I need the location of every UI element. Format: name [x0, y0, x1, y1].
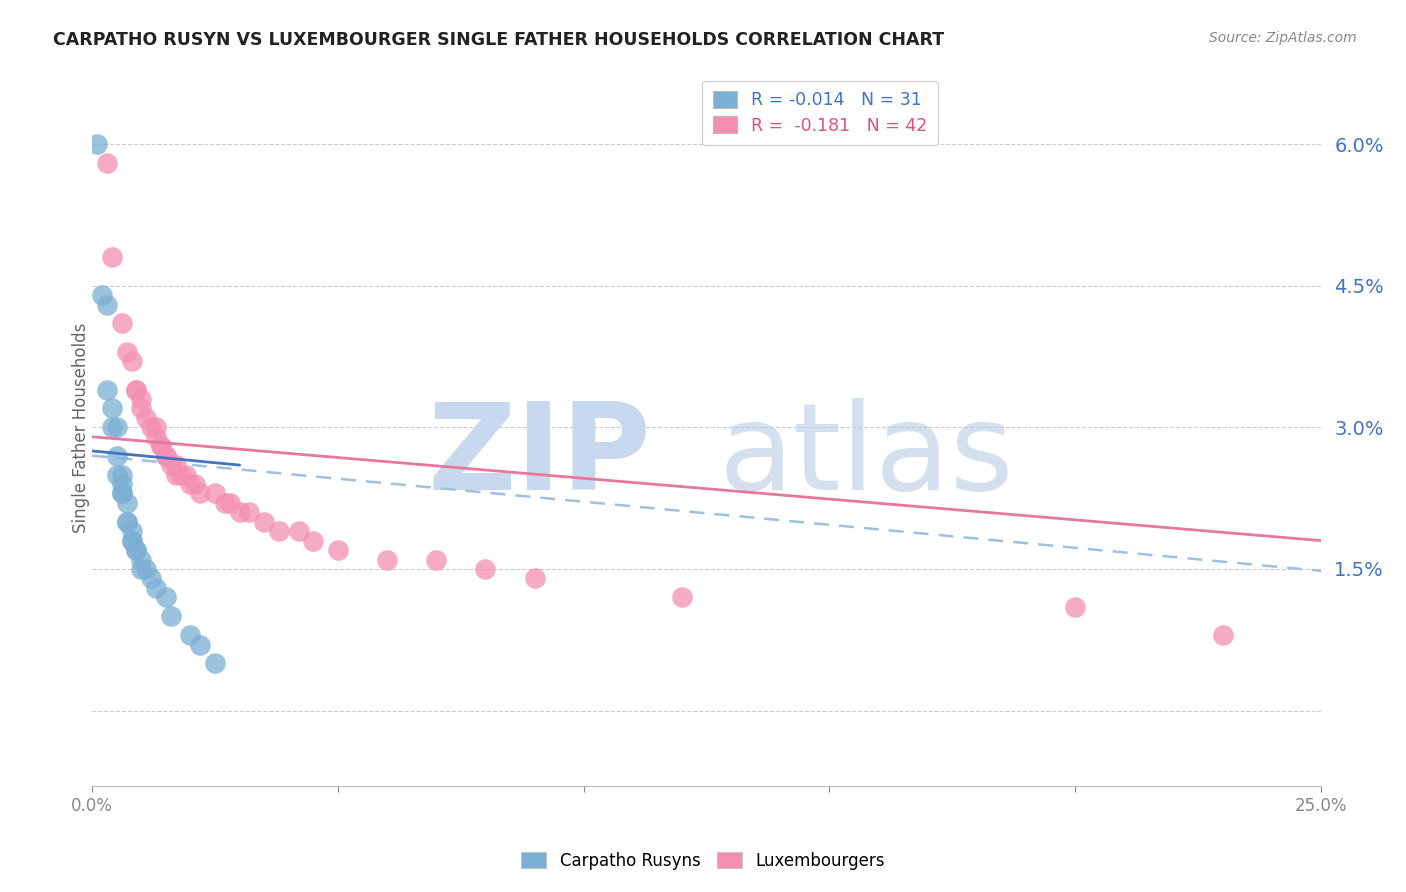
Point: [165, 458, 187, 472]
Point: [125, 543, 148, 558]
Point: [121, 533, 143, 548]
Point: [131, 562, 153, 576]
Legend: Carpatho Rusyns, Luxembourgers: Carpatho Rusyns, Luxembourgers: [515, 846, 891, 877]
Point: [188, 638, 211, 652]
Point: [96, 383, 118, 397]
Point: [111, 467, 134, 482]
Point: [111, 317, 134, 331]
Point: [125, 543, 148, 558]
Point: [86, 137, 108, 152]
Point: [155, 449, 177, 463]
Point: [115, 496, 138, 510]
Point: [179, 628, 201, 642]
Point: [145, 430, 167, 444]
Point: [96, 156, 118, 170]
Point: [135, 562, 157, 576]
Point: [1064, 599, 1087, 614]
Point: [105, 467, 128, 482]
Point: [425, 552, 447, 566]
Point: [111, 486, 134, 500]
Point: [188, 486, 211, 500]
Point: [375, 552, 398, 566]
Point: [131, 392, 153, 406]
Point: [101, 251, 124, 265]
Point: [1212, 628, 1234, 642]
Point: [179, 477, 201, 491]
Point: [214, 496, 236, 510]
Point: [302, 533, 325, 548]
Point: [238, 505, 260, 519]
Y-axis label: Single Father Households: Single Father Households: [72, 322, 90, 533]
Point: [204, 486, 226, 500]
Text: CARPATHO RUSYN VS LUXEMBOURGER SINGLE FATHER HOUSEHOLDS CORRELATION CHART: CARPATHO RUSYN VS LUXEMBOURGER SINGLE FA…: [53, 31, 945, 49]
Point: [115, 515, 138, 529]
Point: [174, 467, 197, 482]
Point: [523, 571, 546, 585]
Point: [125, 383, 148, 397]
Point: [169, 467, 191, 482]
Point: [91, 288, 114, 302]
Point: [155, 591, 177, 605]
Point: [115, 515, 138, 529]
Point: [101, 420, 124, 434]
Point: [135, 410, 157, 425]
Point: [111, 477, 134, 491]
Point: [253, 515, 276, 529]
Point: [105, 420, 128, 434]
Point: [145, 420, 167, 434]
Point: [125, 383, 148, 397]
Point: [131, 401, 153, 416]
Point: [159, 609, 181, 624]
Point: [121, 524, 143, 539]
Point: [141, 571, 163, 585]
Point: [150, 439, 173, 453]
Point: [131, 552, 153, 566]
Point: [101, 401, 124, 416]
Point: [204, 657, 226, 671]
Point: [228, 505, 250, 519]
Point: [145, 581, 167, 595]
Point: [671, 591, 693, 605]
Point: [141, 420, 163, 434]
Point: [474, 562, 496, 576]
Point: [115, 344, 138, 359]
Point: [326, 543, 349, 558]
Point: [105, 449, 128, 463]
Point: [111, 486, 134, 500]
Point: [121, 354, 143, 368]
Point: [287, 524, 309, 539]
Point: [159, 458, 181, 472]
Legend: R = -0.014   N = 31, R =  -0.181   N = 42: R = -0.014 N = 31, R = -0.181 N = 42: [702, 81, 938, 145]
Text: ZIP: ZIP: [427, 398, 651, 515]
Point: [218, 496, 240, 510]
Point: [150, 439, 173, 453]
Text: Source: ZipAtlas.com: Source: ZipAtlas.com: [1209, 31, 1357, 45]
Point: [155, 449, 177, 463]
Point: [267, 524, 290, 539]
Point: [121, 533, 143, 548]
Point: [184, 477, 207, 491]
Point: [165, 467, 187, 482]
Text: atlas: atlas: [718, 398, 1014, 515]
Point: [96, 297, 118, 311]
